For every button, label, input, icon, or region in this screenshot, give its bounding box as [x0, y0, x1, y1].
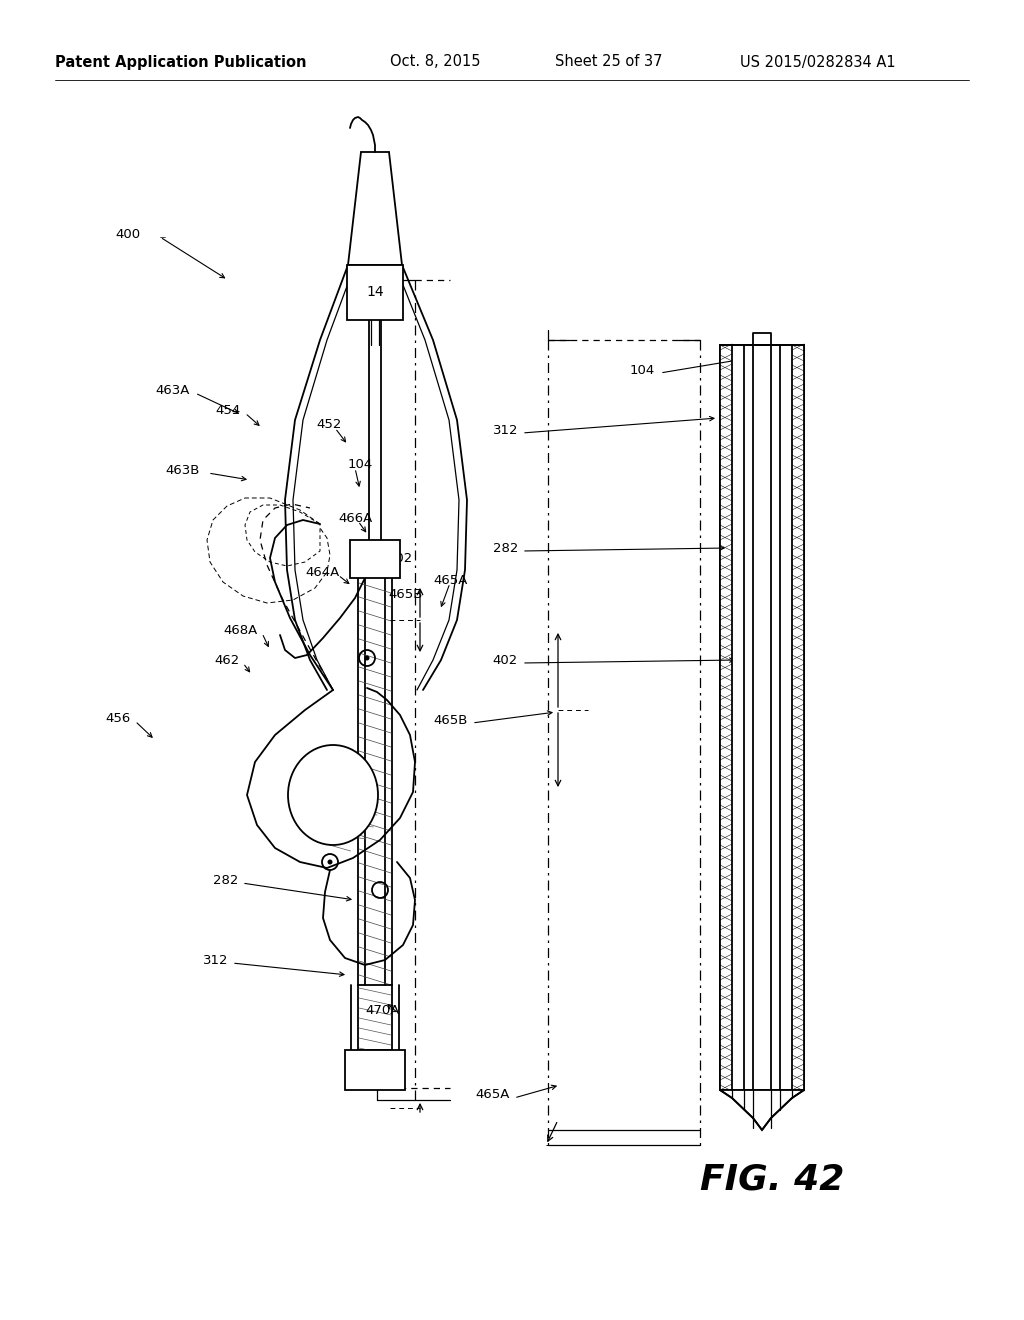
Text: 470A: 470A — [365, 1003, 399, 1016]
Bar — [753, 345, 771, 1090]
Bar — [347, 265, 403, 319]
Text: US 2015/0282834 A1: US 2015/0282834 A1 — [740, 54, 896, 70]
Text: 463A: 463A — [155, 384, 189, 396]
Bar — [345, 1049, 406, 1090]
Circle shape — [328, 859, 333, 865]
Text: 14: 14 — [367, 285, 384, 300]
Text: 312: 312 — [493, 424, 518, 437]
Text: 465A: 465A — [433, 573, 467, 586]
Text: 282: 282 — [213, 874, 238, 887]
Bar — [350, 540, 400, 578]
Text: Sheet 25 of 37: Sheet 25 of 37 — [555, 54, 663, 70]
Circle shape — [365, 656, 370, 660]
Text: 464A: 464A — [305, 565, 339, 578]
Text: 104: 104 — [630, 363, 655, 376]
Text: 400: 400 — [115, 228, 140, 242]
Text: 462: 462 — [215, 653, 240, 667]
Text: 402: 402 — [387, 552, 413, 565]
Polygon shape — [720, 1090, 804, 1130]
Text: 104: 104 — [348, 458, 374, 471]
Ellipse shape — [288, 744, 378, 845]
Text: 465B: 465B — [388, 587, 422, 601]
Text: 463B: 463B — [165, 463, 200, 477]
Text: 465B: 465B — [433, 714, 468, 726]
Text: 312: 312 — [203, 953, 228, 966]
Text: FIG. 42: FIG. 42 — [700, 1163, 845, 1197]
Text: 468A: 468A — [224, 623, 258, 636]
Text: 402: 402 — [493, 653, 518, 667]
Bar — [744, 345, 780, 1090]
Text: Oct. 8, 2015: Oct. 8, 2015 — [390, 54, 480, 70]
Text: 454: 454 — [215, 404, 241, 417]
Bar — [720, 345, 804, 1090]
Text: Patent Application Publication: Patent Application Publication — [55, 54, 306, 70]
Text: 466A: 466A — [338, 511, 373, 524]
Text: 465A: 465A — [475, 1089, 510, 1101]
Text: 456: 456 — [105, 711, 130, 725]
Text: 282: 282 — [493, 541, 518, 554]
Bar — [732, 345, 792, 1090]
Text: 452: 452 — [316, 418, 341, 432]
